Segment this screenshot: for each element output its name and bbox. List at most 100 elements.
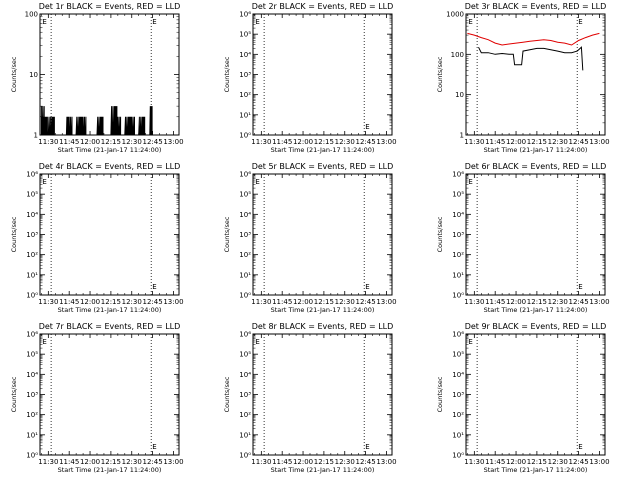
y-tick-label: 10²: [452, 251, 464, 259]
x-tick-label: 12:30: [548, 458, 568, 466]
y-tick-label: 10⁵: [452, 351, 464, 359]
y-tick-label: 10⁰: [452, 452, 464, 460]
x-tick-label: 12:45: [142, 458, 162, 466]
y-tick-label: 10²: [452, 411, 464, 419]
y-tick-label: 10⁴: [239, 371, 251, 379]
x-axis-label: Start Time (21-Jan-17 11:24:00): [271, 146, 375, 154]
x-tick-label: 13:00: [376, 458, 396, 466]
y-tick-label: 10: [455, 91, 464, 99]
event-marker-label: E: [42, 18, 46, 26]
y-tick-label: 100: [451, 51, 464, 59]
x-tick-label: 11:30: [464, 458, 484, 466]
y-tick-label: 10²: [26, 251, 38, 259]
y-tick-label: 10³: [452, 231, 464, 239]
x-tick-label: 12:45: [568, 138, 588, 146]
panel-title: Det 3r BLACK = Events, RED = LLD: [465, 2, 607, 11]
panel-title: Det 9r BLACK = Events, RED = LLD: [465, 322, 607, 331]
y-axis-label: Counts/sec: [10, 376, 18, 412]
y-tick-label: 10⁶: [452, 171, 464, 179]
panel-title: Det 4r BLACK = Events, RED = LLD: [39, 162, 181, 171]
y-tick-label: 1: [34, 132, 38, 140]
y-tick-label: 10⁰: [26, 452, 38, 460]
panel-det-6: Det 6r BLACK = Events, RED = LLD 11:30 11:…: [436, 162, 610, 314]
y-tick-label: 10²: [26, 411, 38, 419]
event-marker-label: E: [42, 338, 46, 346]
y-tick-label: 10²: [239, 91, 251, 99]
y-tick-label: 10⁵: [452, 191, 464, 199]
x-tick-label: 13:00: [589, 138, 609, 146]
y-tick-label: 10⁶: [239, 331, 251, 339]
y-tick-label: 10⁴: [26, 211, 38, 219]
x-tick-label: 12:00: [506, 458, 526, 466]
x-tick-label: 11:45: [272, 298, 292, 306]
event-marker-label: E: [255, 178, 259, 186]
panel-title: Det 2r BLACK = Events, RED = LLD: [252, 2, 394, 11]
x-tick-label: 11:45: [59, 138, 79, 146]
x-tick-label: 11:30: [251, 458, 271, 466]
x-tick-label: 12:30: [122, 138, 142, 146]
event-marker-label: E: [365, 443, 369, 451]
y-tick-label: 10³: [26, 391, 38, 399]
y-axis-label: Counts/sec: [223, 56, 231, 92]
y-tick-label: 10⁶: [239, 11, 251, 19]
x-tick-label: 12:15: [527, 458, 547, 466]
event-marker-label: E: [578, 443, 582, 451]
event-marker-label: E: [255, 338, 259, 346]
y-tick-label: 10⁶: [26, 171, 38, 179]
event-marker-label: E: [42, 178, 46, 186]
y-tick-label: 10¹: [26, 271, 38, 279]
x-tick-label: 11:30: [38, 138, 58, 146]
x-tick-label: 12:15: [101, 138, 121, 146]
event-marker-label: E: [152, 443, 156, 451]
x-tick-label: 12:30: [335, 138, 355, 146]
y-axis-label: Counts/sec: [10, 56, 18, 92]
y-tick-label: 10⁴: [452, 371, 464, 379]
x-tick-label: 12:00: [80, 298, 100, 306]
y-tick-label: 10²: [239, 251, 251, 259]
event-marker-label: E: [152, 18, 156, 26]
x-axis-label: Start Time (21-Jan-17 11:24:00): [58, 306, 162, 314]
event-marker-label: E: [365, 283, 369, 291]
event-marker-label: E: [468, 18, 472, 26]
x-axis-label: Start Time (21-Jan-17 11:24:00): [271, 306, 375, 314]
y-tick-label: 10¹: [239, 431, 251, 439]
y-tick-label: 100: [25, 11, 38, 19]
y-axis-label: Counts/sec: [436, 56, 444, 92]
y-tick-label: 10⁰: [239, 132, 251, 140]
panel-det-4: Det 4r BLACK = Events, RED = LLD 11:30 11:…: [10, 162, 184, 314]
x-tick-label: 12:00: [506, 138, 526, 146]
y-axis-label: Counts/sec: [223, 376, 231, 412]
lld-series-line: [467, 32, 600, 46]
y-tick-label: 10¹: [452, 271, 464, 279]
panel-det-1: Det 1r BLACK = Events, RED = LLD 11:30 11:…: [10, 2, 184, 154]
x-tick-label: 11:45: [485, 298, 505, 306]
x-tick-label: 12:45: [568, 458, 588, 466]
x-tick-label: 11:45: [485, 458, 505, 466]
x-tick-label: 11:30: [464, 138, 484, 146]
x-tick-label: 12:45: [355, 298, 375, 306]
y-axis-label: Counts/sec: [223, 216, 231, 252]
y-tick-label: 10⁵: [239, 31, 251, 39]
x-tick-label: 11:30: [38, 458, 58, 466]
y-tick-label: 10¹: [239, 111, 251, 119]
x-tick-label: 11:45: [59, 298, 79, 306]
y-axis-label: Counts/sec: [436, 376, 444, 412]
x-tick-label: 11:30: [38, 298, 58, 306]
panel-det-7: Det 7r BLACK = Events, RED = LLD 11:30 11:…: [10, 322, 184, 474]
x-tick-label: 12:30: [335, 458, 355, 466]
x-tick-label: 12:45: [142, 298, 162, 306]
x-tick-label: 12:30: [335, 298, 355, 306]
y-tick-label: 10⁵: [239, 351, 251, 359]
x-tick-label: 11:45: [59, 458, 79, 466]
y-tick-label: 10⁵: [26, 191, 38, 199]
event-marker-label: E: [468, 178, 472, 186]
x-axis-label: Start Time (21-Jan-17 11:24:00): [484, 146, 588, 154]
x-tick-label: 12:15: [314, 138, 334, 146]
x-tick-label: 13:00: [376, 138, 396, 146]
event-marker-label: E: [578, 283, 582, 291]
panel-det-2: Det 2r BLACK = Events, RED = LLD 11:30 11:…: [223, 2, 397, 154]
x-axis-label: Start Time (21-Jan-17 11:24:00): [484, 466, 588, 474]
x-tick-label: 12:45: [142, 138, 162, 146]
y-tick-label: 10³: [239, 231, 251, 239]
